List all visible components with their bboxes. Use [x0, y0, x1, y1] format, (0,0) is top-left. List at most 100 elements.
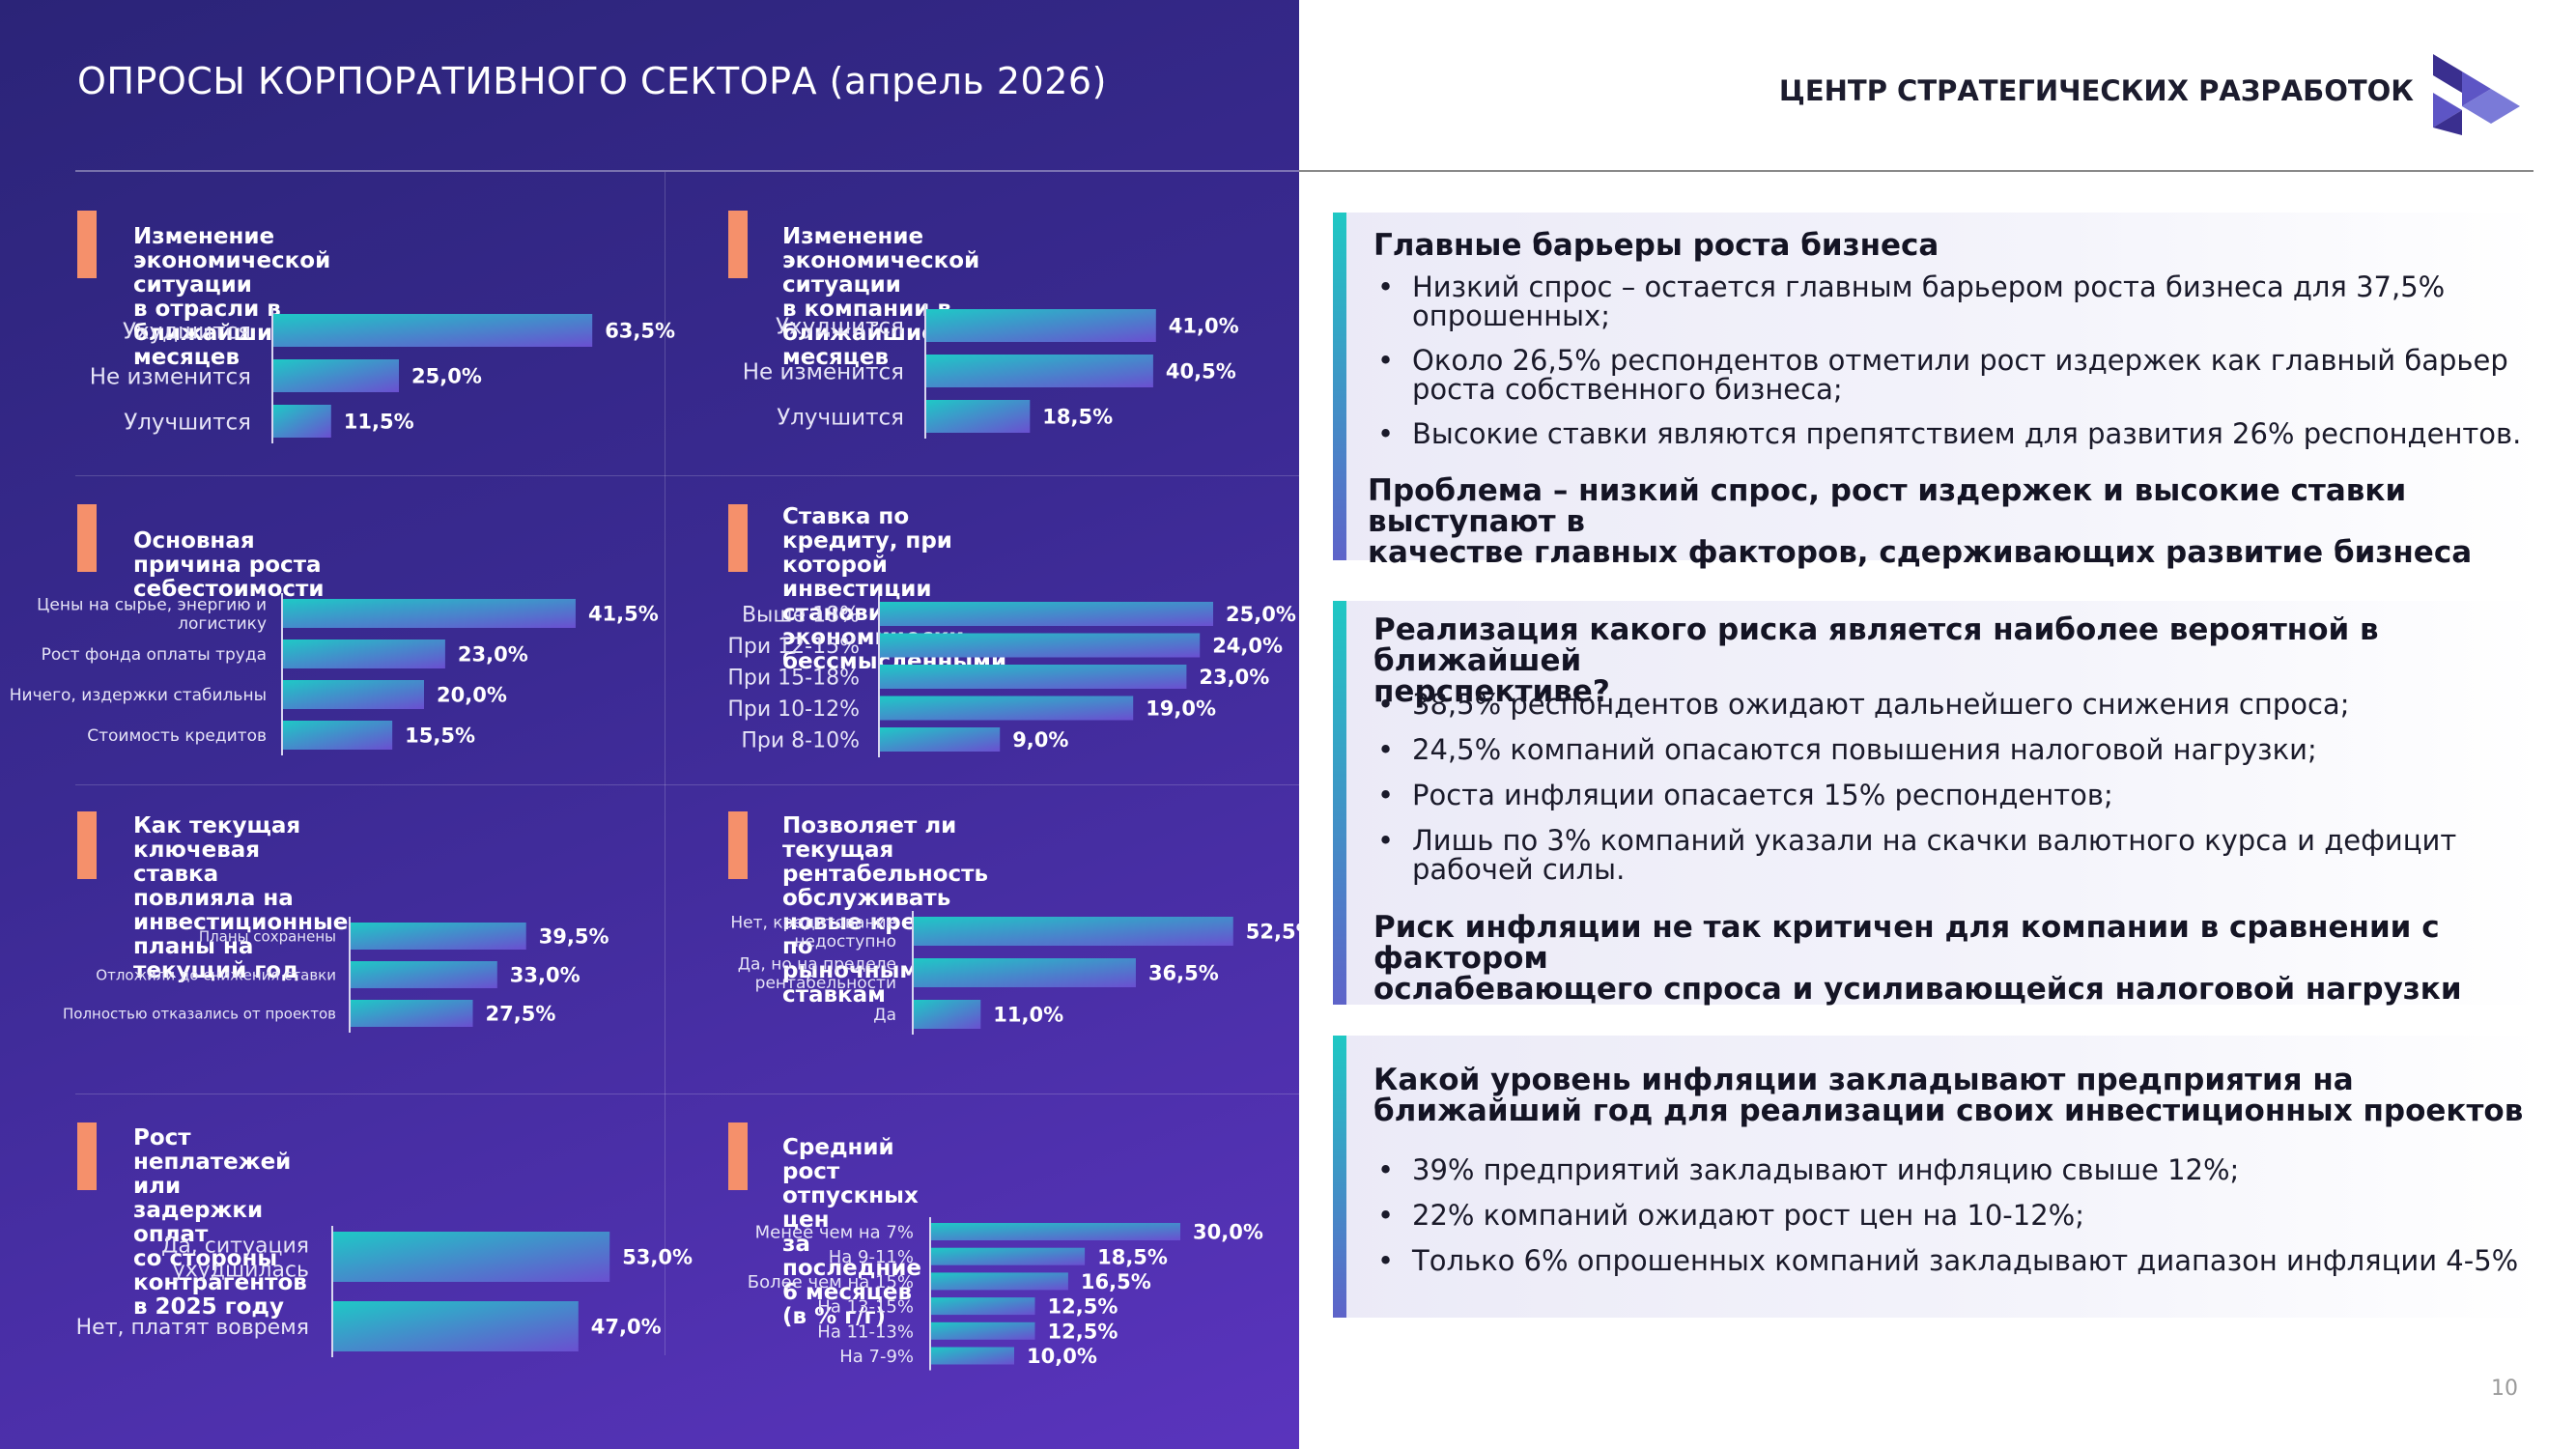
chart-bar — [880, 665, 1187, 689]
data-label: 24,0% — [1212, 635, 1283, 658]
chart-bar — [914, 1000, 981, 1029]
list-item: 38,5% респондентов ожидают дальнейшего с… — [1373, 690, 2523, 719]
card-accent-bar — [1333, 1036, 1346, 1318]
data-label: 41,0% — [1169, 315, 1239, 338]
chart-bar — [273, 314, 593, 347]
data-label: 12,5% — [1048, 1320, 1118, 1343]
data-label: 11,0% — [993, 1004, 1063, 1027]
list-item: 24,5% компаний опасаются повышения налог… — [1373, 735, 2523, 764]
category-label: Нет, платят вовремя — [76, 1316, 309, 1340]
chart-bar — [926, 355, 1153, 387]
category-label: Не изменится — [90, 364, 251, 389]
card-summary: Проблема – низкий спрос, рост издержек и… — [1368, 473, 2473, 570]
card-heading: Реализация какого риска является наиболе… — [1373, 612, 2379, 709]
chart-bar — [926, 400, 1031, 433]
chart-accent-marker — [728, 211, 748, 278]
list-item: Лишь по 3% компаний указали на скачки ва… — [1373, 826, 2523, 884]
data-label: 10,0% — [1027, 1345, 1097, 1368]
chart-bar — [273, 359, 399, 392]
chart-bar — [880, 633, 1201, 658]
chart-cost-growth-bars: 41,5% Цены на сырье, энергию и логистику 23… — [10, 593, 659, 755]
data-label: 23,0% — [458, 643, 528, 667]
title-divider — [75, 170, 1299, 172]
category-label: Стоимость кредитов — [87, 726, 267, 746]
brand-name: ЦЕНТР СТРАТЕГИЧЕСКИХ РАЗРАБОТОК — [1778, 74, 2414, 107]
chart-bar — [283, 639, 445, 668]
data-label: 15,5% — [405, 724, 475, 748]
data-label: 63,5% — [605, 320, 675, 343]
category-label: Да, но на пределе рентабельности — [738, 954, 896, 993]
chart-bar — [283, 599, 576, 628]
chart-title: Основная причина роста себестоимости — [133, 528, 325, 602]
list-item: 22% компаний ожидают рост цен на 10-12%; — [1373, 1201, 2523, 1230]
chart-title: Изменение экономической ситуации в компа… — [782, 224, 980, 370]
chart-bar — [283, 721, 393, 750]
data-label: 20,0% — [437, 684, 507, 707]
chart-title: Позволяет ли текущая рентабельность обсл… — [782, 813, 989, 1008]
category-label: Да, ситуация ухудшилась — [161, 1234, 309, 1282]
chart-bar — [351, 961, 497, 988]
category-label: Выше 18% — [742, 603, 860, 627]
list-item: Только 6% опрошенных компаний закладываю… — [1373, 1246, 2523, 1275]
data-label: 52,5% — [1246, 921, 1299, 944]
chart-bar — [926, 309, 1156, 342]
data-label: 12,5% — [1048, 1295, 1118, 1319]
page-number: 10 — [2491, 1377, 2518, 1401]
category-label: При 8-10% — [741, 728, 860, 753]
category-label: Нет, кредитование недоступно — [730, 913, 896, 952]
survey-panel: ОПРОСЫ КОРПОРАТИВНОГО СЕКТОРА (апрель 20… — [0, 0, 1299, 1449]
chart-nonpayments-bars: 53,0% Да, ситуация ухудшилась 47,0% Нет, пла… — [76, 1226, 693, 1357]
card-risk-outlook: Реализация какого риска является наиболе… — [1333, 601, 2540, 1005]
chart-credit-rate-bars: 25,0% Выше 18% 24,0% При 12-15% 23,0% При 15-… — [727, 596, 1296, 757]
data-label: 40,5% — [1166, 360, 1236, 384]
category-label: При 15-18% — [727, 666, 860, 690]
list-item: Роста инфляции опасается 15% респонденто… — [1373, 781, 2523, 810]
card-list: 39% предприятий закладывают инфляцию свы… — [1373, 1155, 2523, 1275]
category-label: Отложили до снижения ставки — [96, 966, 336, 983]
data-label: 33,0% — [510, 964, 580, 987]
category-label: Планы сохранены — [199, 927, 336, 945]
chart-price-growth-bars: 30,0% Менее чем на 7% 18,5% На 9-11% 16,5% Бо… — [748, 1217, 1263, 1371]
csr-logo-icon — [2433, 54, 2520, 135]
category-label: Полностью отказались от проектов — [63, 1005, 336, 1022]
category-label: Более чем на 15% — [748, 1272, 914, 1293]
data-label: 18,5% — [1097, 1245, 1168, 1268]
category-label: На 11-13% — [817, 1321, 914, 1342]
chart-key-rate-bars: 39,5% Планы сохранены 33,0% Отложили до сни… — [63, 917, 609, 1033]
card-heading: Какой уровень инфляции закладывают предп… — [1373, 1063, 2524, 1128]
chart-bar — [283, 680, 424, 709]
chart-industry-outlook-bars: 63,5% Ухудшится 25,0% Не изменится 11,5% Улуч… — [90, 308, 675, 443]
data-label: 36,5% — [1148, 962, 1219, 985]
card-accent-bar — [1333, 601, 1346, 1005]
chart-bar — [931, 1272, 1068, 1291]
card-list: 38,5% респондентов ожидают дальнейшего с… — [1373, 690, 2523, 884]
data-label: 41,5% — [588, 603, 659, 626]
card-accent-bar — [1333, 213, 1346, 560]
data-label: 53,0% — [622, 1246, 693, 1269]
chart-accent-marker — [77, 504, 97, 572]
chart-bar — [333, 1301, 579, 1351]
category-label: Рост фонда оплаты труда — [42, 645, 267, 665]
category-label: На 7-9% — [839, 1347, 914, 1367]
chart-profitability-bars: 52,5% Нет, кредитование недоступно 36,5% Да,… — [730, 911, 1299, 1035]
chart-accent-marker — [728, 811, 748, 879]
data-label: 25,0% — [1226, 603, 1296, 626]
chart-bar — [351, 1000, 473, 1027]
category-label: Ничего, издержки стабильны — [10, 686, 267, 705]
category-label: Улучшится — [124, 410, 251, 435]
data-label: 23,0% — [1199, 666, 1269, 689]
chart-bar — [273, 405, 331, 438]
data-label: 25,0% — [411, 365, 482, 388]
card-list: Низкий спрос – остается главным барьером… — [1373, 272, 2523, 448]
data-label: 39,5% — [539, 925, 609, 949]
chart-title: Изменение экономической ситуации в отрас… — [133, 224, 331, 370]
page-title: ОПРОСЫ КОРПОРАТИВНОГО СЕКТОРА (апрель 20… — [77, 60, 1107, 102]
data-label: 47,0% — [591, 1316, 662, 1339]
chart-accent-marker — [77, 811, 97, 879]
card-inflation-expectations: Какой уровень инфляции закладывают предп… — [1333, 1036, 2540, 1318]
chart-accent-marker — [77, 211, 97, 278]
list-item: Низкий спрос – остается главным барьером… — [1373, 272, 2523, 330]
category-label: На 13-15% — [817, 1297, 914, 1318]
category-label: Цены на сырье, энергию и логистику — [37, 595, 267, 634]
list-item: Высокие ставки являются препятствием для… — [1373, 419, 2523, 448]
